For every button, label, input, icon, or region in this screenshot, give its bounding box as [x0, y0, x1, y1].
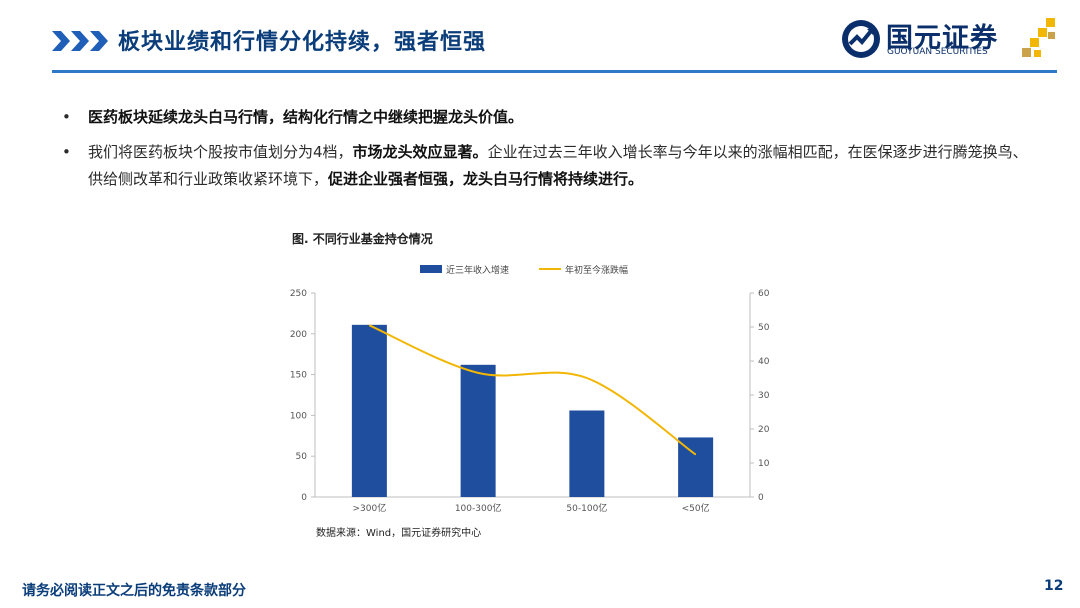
logo-squares-icon: [1022, 18, 1055, 57]
y-right-tick-label: 50: [758, 323, 770, 333]
y-right-tick-label: 0: [758, 493, 764, 503]
bullet-text-bold: 医药板块延续龙头白马行情，结构化行情之中继续把握龙头价值。: [88, 108, 524, 126]
y-right-tick-label: 20: [758, 425, 770, 435]
bar-3: [678, 437, 714, 497]
x-tick-label: 100-300亿: [455, 502, 502, 514]
bar-1: [460, 364, 496, 497]
bar-2: [569, 410, 605, 497]
bullet-list: • 医药板块延续龙头白马行情，结构化行情之中继续把握龙头价值。 • 我们将医药板块个股…: [62, 104, 1032, 201]
logo-english-name: GUOYUAN SECURITIES: [887, 47, 988, 57]
bullet-item: • 我们将医药板块个股按市值划分为4档，市场龙头效应显著。企业在过去三年收入增长率…: [62, 139, 1032, 193]
company-logo: 国元证券 GUOYUAN SECURITIES: [838, 14, 1060, 64]
logo-emblem-icon: [842, 20, 880, 58]
chart-title: 图. 不同行业基金持仓情况: [292, 232, 433, 246]
y-right-tick-label: 10: [758, 459, 770, 469]
y-right-tick-label: 30: [758, 391, 770, 401]
chart-source: 数据来源：Wind，国元证券研究中心: [316, 528, 482, 539]
y-left-tick-label: 0: [301, 493, 307, 503]
chevrons-icon: [52, 31, 108, 51]
x-tick-label: <50亿: [682, 502, 710, 514]
page-title: 板块业绩和行情分化持续，强者恒强: [118, 30, 487, 55]
line-point-0: [368, 324, 370, 326]
bullet-text-bold: 市场龙头效应显著。: [352, 143, 488, 161]
x-tick-label: 50-100亿: [566, 502, 607, 514]
y-right-tick-label: 60: [758, 289, 770, 299]
bullet-dot-icon: •: [62, 108, 71, 126]
bullet-text: 企业在过去三年收入增长率与今年以来的涨幅相匹配，在医保逐步进行腾笼换鸟、供给侧改…: [88, 143, 1028, 188]
legend-label-line: 年初至今涨跌幅: [565, 264, 628, 276]
logo-chinese-name: 国元证券: [886, 23, 998, 54]
bullet-item: • 医药板块延续龙头白马行情，结构化行情之中继续把握龙头价值。: [62, 104, 1032, 131]
bar-0: [351, 324, 387, 497]
header-divider: [52, 70, 1057, 73]
bullet-text: 我们将医药板块个股按市值划分为4档，: [88, 143, 353, 161]
legend-label-bar: 近三年收入增速: [446, 264, 509, 276]
page-header: 板块业绩和行情分化持续，强者恒强 国元证券 GUOYUAN SECURITIES: [0, 0, 1080, 78]
disclaimer-note: 请务必阅读正文之后的免责条款部分: [22, 583, 246, 599]
y-left-tick-label: 200: [290, 330, 307, 340]
line-point-1: [477, 372, 479, 374]
y-left-tick-label: 250: [290, 289, 307, 299]
y-left-tick-label: 50: [296, 452, 308, 462]
y-left-tick-label: 100: [290, 411, 307, 421]
bullet-dot-icon: •: [62, 143, 71, 161]
line-point-2: [586, 377, 588, 379]
series-line: [368, 324, 697, 456]
line-point-3: [695, 454, 697, 455]
page-number: 12: [1044, 578, 1064, 594]
legend-swatch-bar: [420, 265, 442, 273]
y-left-tick-label: 150: [290, 371, 307, 381]
x-tick-label: >300亿: [353, 502, 387, 514]
y-right-tick-label: 40: [758, 357, 770, 367]
bullet-text-bold: 促进企业强者恒强，龙头白马行情将持续进行。: [328, 170, 644, 188]
combo-chart: 近三年收入增速 年初至今涨跌幅 0 50 100 150 200 250 0 10 20 30 40 50…: [290, 264, 770, 514]
